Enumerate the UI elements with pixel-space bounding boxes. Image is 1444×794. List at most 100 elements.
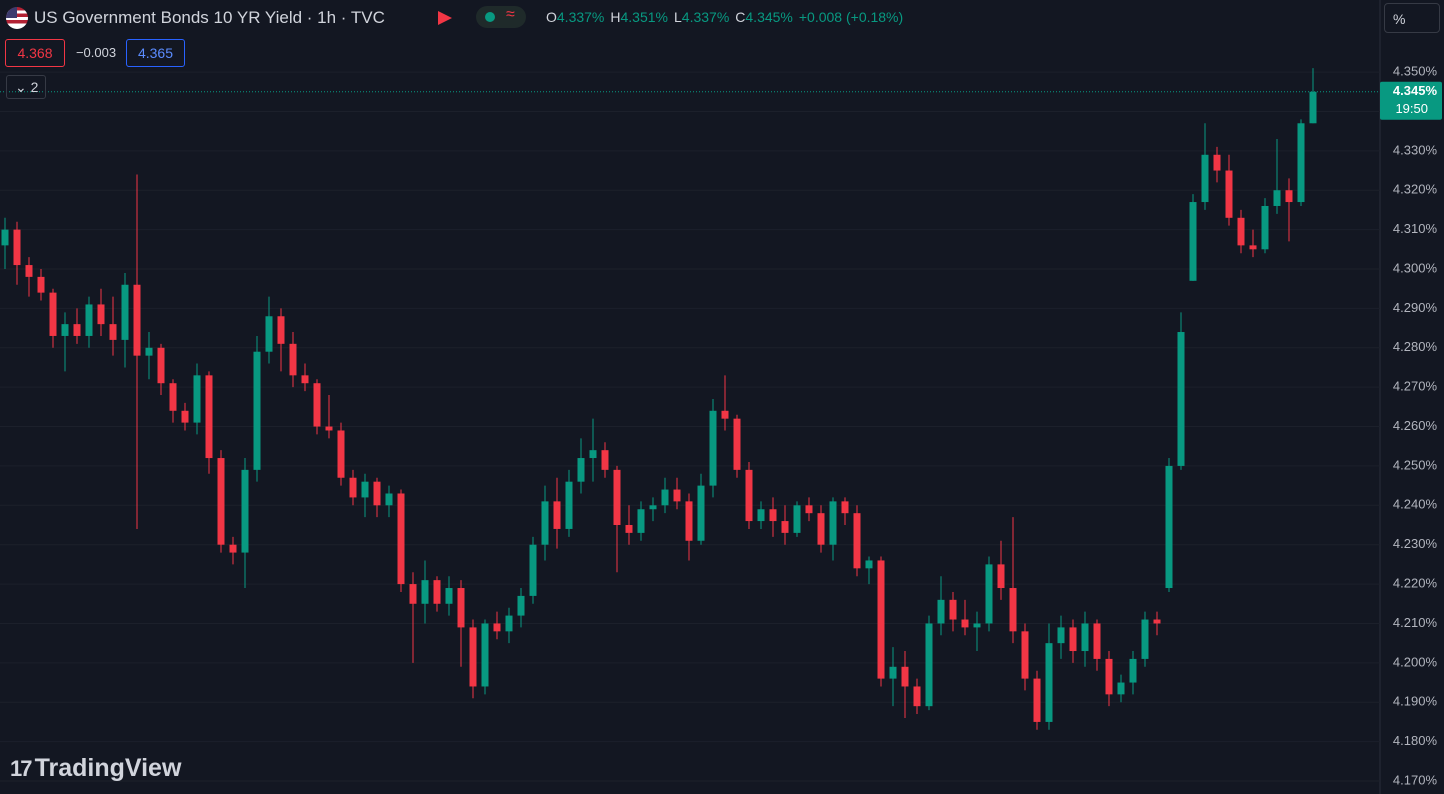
candle-body [265, 316, 273, 352]
y-tick-label: 4.280% [1393, 339, 1438, 354]
candle-body [1009, 588, 1017, 632]
candle-body [457, 588, 465, 628]
candle-body [673, 489, 681, 502]
flag-icon[interactable] [438, 11, 452, 25]
market-status[interactable]: ≈ [476, 6, 526, 28]
candle-body [709, 410, 717, 486]
candle-body [85, 304, 93, 336]
candle-body [385, 493, 393, 506]
candle-body [13, 229, 21, 266]
candle-body [313, 383, 321, 427]
candle-body [1141, 619, 1149, 659]
candle-body [589, 450, 597, 459]
candle-body [1081, 623, 1089, 652]
candle-body [1189, 202, 1197, 281]
candle-body [133, 284, 141, 356]
candle-body [889, 666, 897, 679]
candle-body [1057, 627, 1065, 644]
indicator-count: 2 [30, 79, 39, 95]
candle-body [961, 619, 969, 628]
candle-body [301, 375, 309, 384]
legend-value: 4.351% [620, 9, 668, 25]
legend-label: O [546, 9, 557, 25]
candle-body [1237, 217, 1245, 246]
candle-body [49, 292, 57, 336]
candle-body [901, 666, 909, 687]
watermark-text: TradingView [34, 754, 182, 782]
candle-body [793, 505, 801, 533]
price-tag-countdown: 19:50 [1395, 101, 1428, 116]
candle-body [61, 324, 69, 336]
candle-body [493, 623, 501, 632]
price-tag-value: 4.345% [1393, 83, 1438, 98]
legend-value: 4.345% [745, 9, 793, 25]
candle-body [637, 509, 645, 533]
buy-price[interactable]: 4.365 [126, 39, 185, 67]
candle-body [649, 505, 657, 510]
candle-body [781, 521, 789, 533]
candle-body [1213, 154, 1221, 171]
candle-body [697, 485, 705, 541]
y-tick-label: 4.300% [1393, 260, 1438, 275]
candle-body [73, 324, 81, 336]
candle-body [1129, 658, 1137, 683]
candle-body [361, 481, 369, 498]
candle-body [253, 351, 261, 470]
candle-body [241, 469, 249, 553]
sell-price[interactable]: 4.368 [5, 39, 65, 67]
candle-body [1309, 91, 1317, 124]
candle-body [349, 477, 357, 498]
y-tick-label: 4.270% [1393, 379, 1438, 394]
y-tick-label: 4.310% [1393, 221, 1438, 236]
y-tick-label: 4.170% [1393, 772, 1438, 787]
candle-body [577, 458, 585, 482]
candle-body [205, 375, 213, 459]
candle-body [541, 501, 549, 545]
candle-body [529, 544, 537, 596]
y-tick-label: 4.180% [1393, 733, 1438, 748]
y-tick-label: 4.260% [1393, 418, 1438, 433]
watermark: 17 TradingView [10, 754, 182, 782]
candle-body [613, 469, 621, 526]
candle-body [865, 560, 873, 569]
candle-body [925, 623, 933, 707]
candle-body [481, 623, 489, 687]
candle-body [1249, 245, 1257, 250]
y-tick-label: 4.230% [1393, 536, 1438, 551]
y-tick-label: 4.350% [1393, 64, 1438, 79]
candle-body [505, 615, 513, 632]
candle-body [769, 509, 777, 522]
candle-body [1117, 682, 1125, 695]
candle-body [757, 509, 765, 522]
candle-body [1285, 190, 1293, 203]
candle-body [181, 410, 189, 423]
candle-body [1261, 205, 1269, 250]
symbol-flag [6, 7, 28, 29]
candle-body [1105, 658, 1113, 695]
candle-body [289, 343, 297, 376]
legend-change: +0.008 (+0.18%) [798, 9, 904, 25]
candle-body [325, 426, 333, 431]
candle-body [169, 383, 177, 411]
legend-value: 4.337% [556, 9, 605, 25]
y-tick-label: 4.190% [1393, 694, 1438, 709]
unit-button[interactable]: % [1384, 3, 1440, 33]
y-tick-label: 4.250% [1393, 457, 1438, 472]
y-tick-label: 4.210% [1393, 615, 1438, 630]
candle-body [853, 513, 861, 569]
candle-body [817, 513, 825, 545]
candle-body [397, 493, 405, 585]
candle-body [229, 544, 237, 553]
candle-body [445, 588, 453, 604]
candle-body [1093, 623, 1101, 659]
candle-body [1, 229, 9, 246]
price-axis-bg [1380, 0, 1444, 794]
candle-body [25, 265, 33, 277]
indicators-toggle[interactable]: ⌄ 2 [6, 75, 46, 99]
candle-body [409, 584, 417, 604]
candle-body [733, 418, 741, 470]
legend-label: H [610, 9, 621, 25]
candle-body [985, 564, 993, 624]
legend-value: 4.337% [681, 9, 730, 25]
